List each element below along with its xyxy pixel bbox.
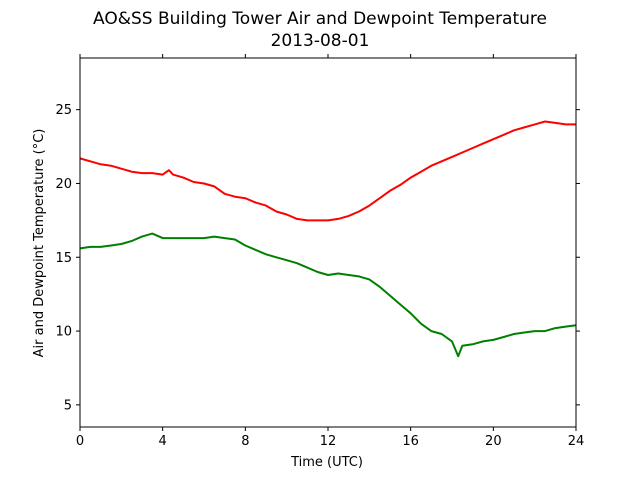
x-tick-label: 8 [241,434,249,449]
y-tick-label: 5 [64,398,72,413]
series-line-1 [79,120,576,222]
x-tick-label: 4 [159,434,167,449]
plot-area: 0 4 8 12 16 20 24 5 10 15 20 25 [55,54,584,449]
x-tick-label: 12 [320,434,337,449]
chart-title: AO&SS Building Tower Air and Dewpoint Te… [93,9,547,29]
x-tick-label: 16 [402,434,419,449]
x-tick-label: 20 [485,434,502,449]
y-tick-label: 25 [55,103,72,118]
y-axis-label: Air and Dewpoint Temperature (°C) [32,129,47,358]
x-axis-label: Time (UTC) [290,455,363,470]
y-tick-label: 15 [55,251,72,266]
x-tick-label: 24 [568,434,585,449]
series-line-2 [79,232,577,358]
chart-subtitle: 2013-08-01 [271,31,370,51]
x-tick-label: 0 [76,434,84,449]
y-tick-label: 10 [55,325,72,340]
plot-frame [79,57,577,428]
y-tick-label: 20 [55,177,72,192]
